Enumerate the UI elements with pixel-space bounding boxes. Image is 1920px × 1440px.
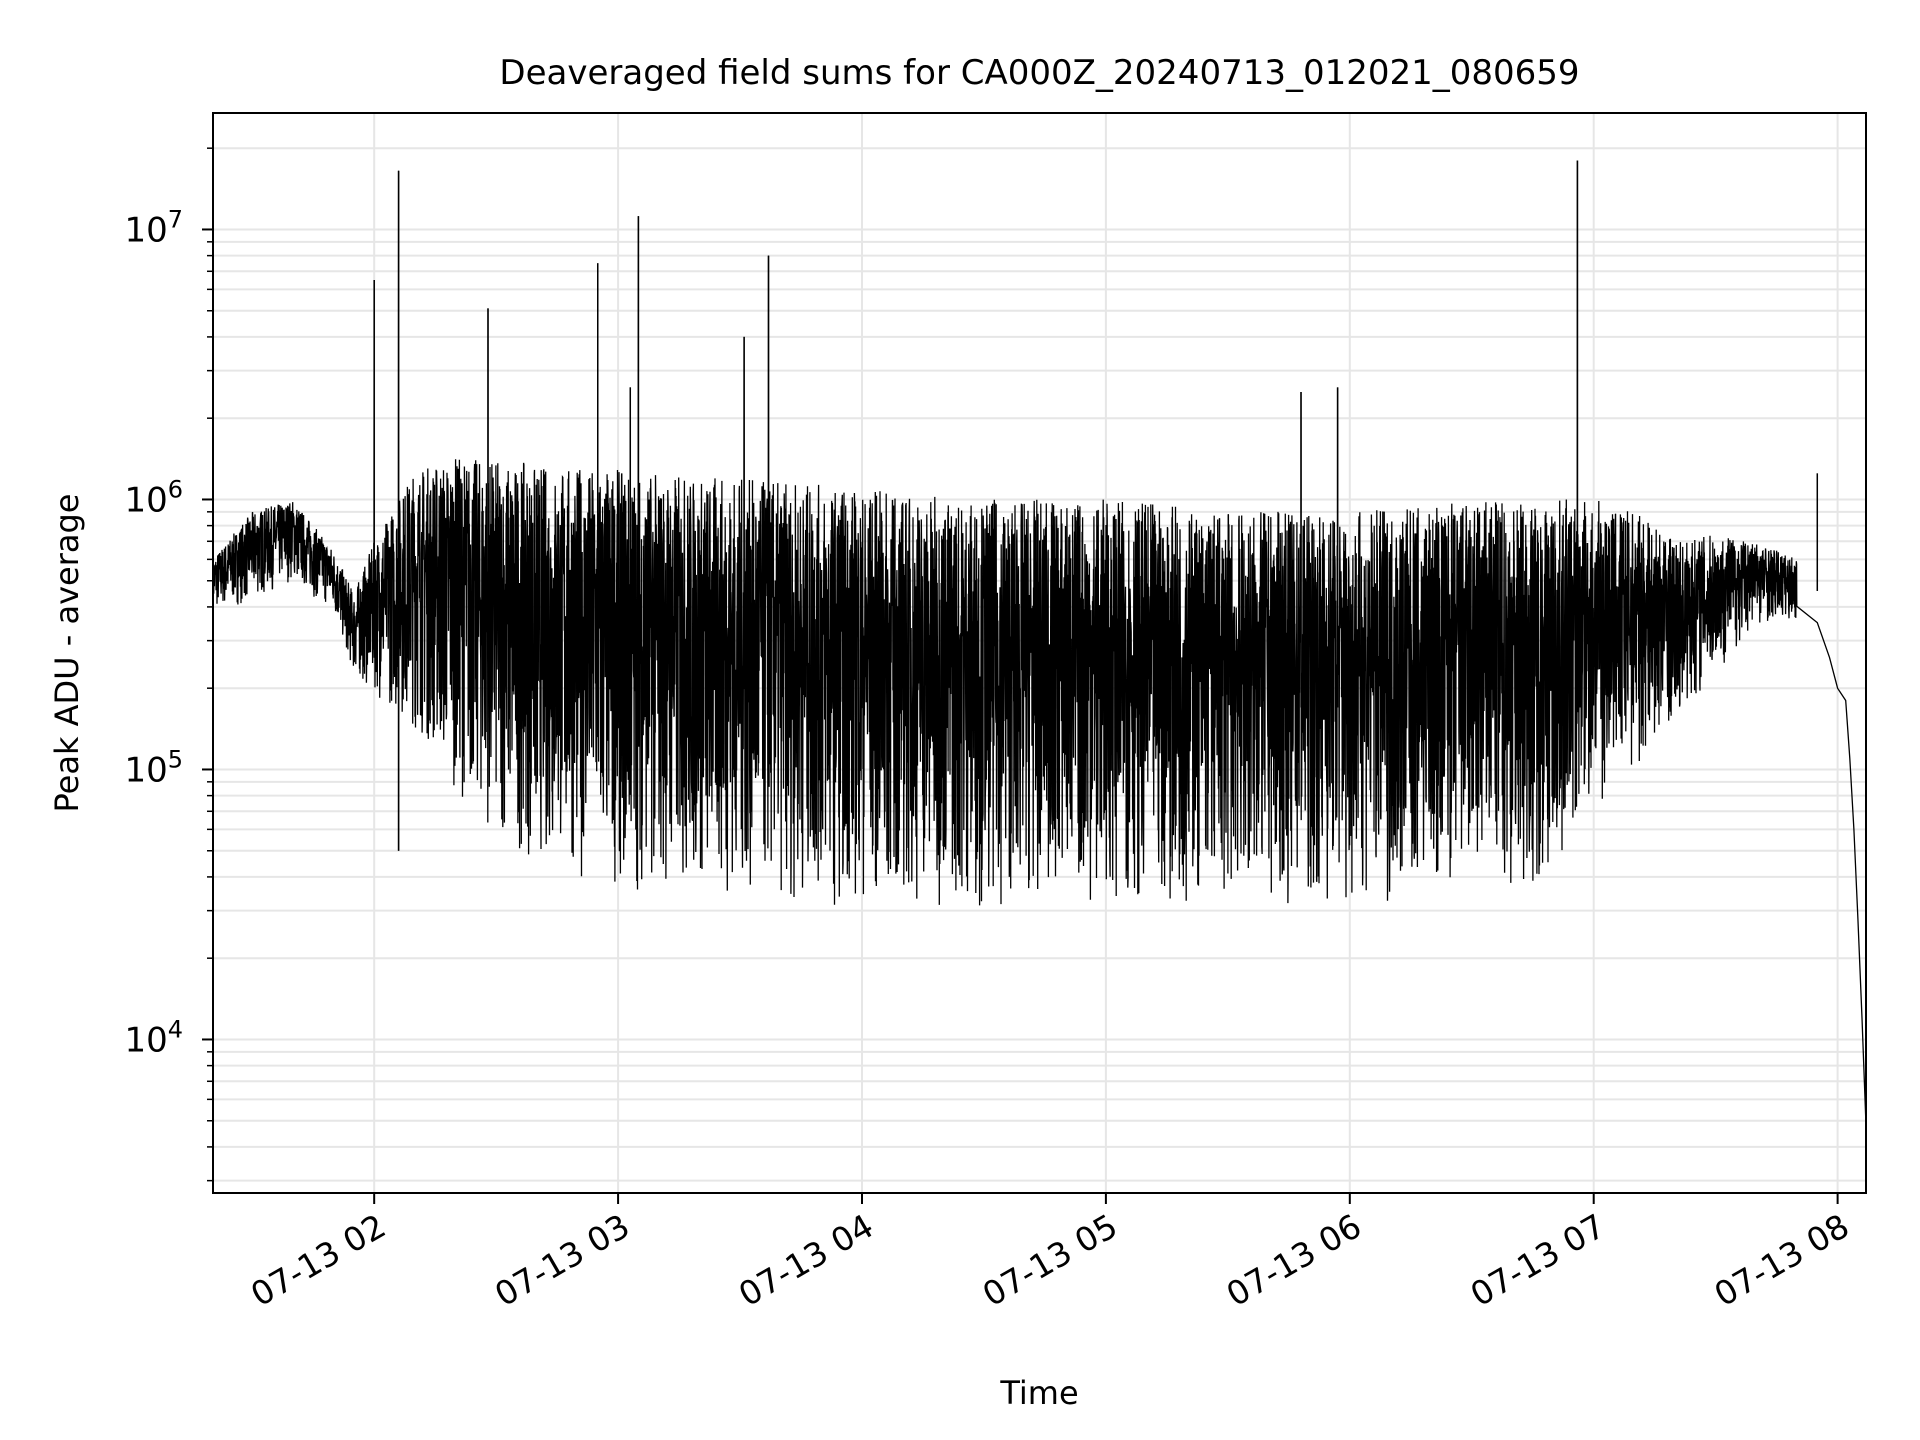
y-tick-label: 107 — [124, 205, 183, 250]
y-tick-label: 105 — [124, 745, 183, 790]
y-tick-label: 106 — [124, 475, 183, 520]
y-axis-label: Peak ADU - average — [48, 494, 86, 813]
y-tick-label-base: 10 — [124, 750, 167, 790]
y-tick-label-exponent: 6 — [168, 475, 183, 503]
data-line — [212, 160, 1867, 1126]
y-tick-label-base: 10 — [124, 210, 167, 250]
y-tick-label-base: 10 — [124, 480, 167, 520]
chart-title: Deaveraged field sums for CA000Z_2024071… — [499, 53, 1579, 93]
x-axis-label: Time — [999, 1374, 1078, 1412]
y-tick-label-base: 10 — [124, 1020, 167, 1060]
y-tick-label: 104 — [124, 1015, 183, 1060]
data-series — [212, 160, 1867, 1126]
y-tick-label-exponent: 4 — [168, 1015, 183, 1043]
y-tick-label-exponent: 5 — [168, 745, 183, 773]
y-tick-label-exponent: 7 — [168, 205, 183, 233]
plot-frame — [212, 112, 1867, 1194]
